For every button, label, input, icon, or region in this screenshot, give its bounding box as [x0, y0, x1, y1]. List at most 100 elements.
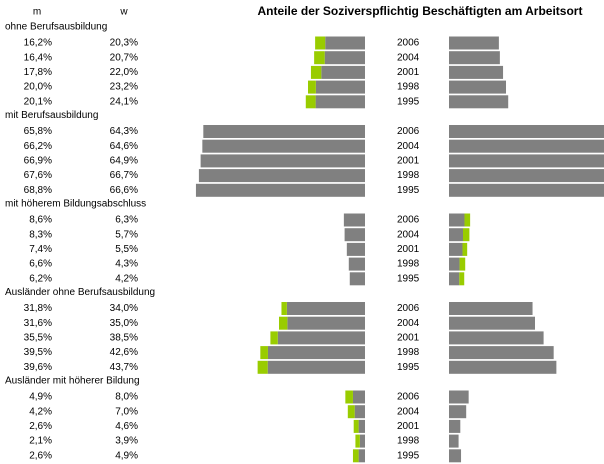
value-label: 20,7% [110, 52, 138, 63]
year-label: 2004 [397, 141, 420, 152]
bar [200, 154, 365, 168]
value-label: 4,6% [115, 421, 138, 432]
value-label: 6,6% [29, 259, 52, 270]
bar [449, 95, 509, 109]
value-label: 6,2% [29, 273, 52, 284]
bar [315, 95, 365, 109]
value-label: 4,9% [115, 450, 138, 461]
bar [358, 449, 365, 463]
value-label: 42,6% [110, 347, 138, 358]
chart-title: Anteile der Soziverspflichtig Beschäftig… [258, 4, 583, 18]
year-label: 1995 [397, 96, 420, 107]
difference-bar [459, 272, 465, 286]
bar [195, 183, 365, 197]
value-label: 4,3% [115, 259, 138, 270]
group-label: Ausländer mit höherer Bildung [5, 376, 140, 387]
year-label: 1998 [397, 170, 420, 181]
bar [287, 316, 365, 330]
year-label: 2006 [397, 38, 420, 49]
year-label: 2001 [397, 333, 420, 344]
bar [449, 331, 544, 345]
year-label: 2001 [397, 67, 420, 78]
year-label: 2006 [397, 126, 420, 137]
bar [449, 65, 504, 79]
value-label: 8,0% [115, 392, 138, 403]
bar [449, 405, 467, 419]
value-label: 5,5% [115, 244, 138, 255]
year-label: 1998 [397, 259, 420, 270]
value-label: 2,6% [29, 421, 52, 432]
bar [449, 257, 460, 271]
year-label: 1998 [397, 347, 420, 358]
bar [449, 125, 604, 138]
year-label: 2004 [397, 52, 420, 63]
difference-bar [260, 346, 268, 360]
value-label: 64,9% [110, 156, 138, 167]
value-label: 31,8% [24, 303, 52, 314]
year-label: 2004 [397, 406, 420, 417]
bar [449, 434, 459, 448]
value-label: 17,8% [24, 67, 52, 78]
value-label: 24,1% [110, 96, 138, 107]
difference-bar [345, 390, 353, 404]
difference-bar [307, 80, 316, 94]
value-label: 39,5% [24, 347, 52, 358]
difference-bar [315, 36, 326, 50]
difference-bar [270, 331, 278, 345]
value-label: 6,3% [115, 215, 138, 226]
value-label: 66,2% [24, 141, 52, 152]
bar [449, 169, 604, 183]
year-label: 2004 [397, 318, 420, 329]
bar [449, 360, 557, 374]
year-label: 1998 [397, 82, 420, 93]
value-label: 34,0% [110, 303, 138, 314]
year-label: 1995 [397, 450, 420, 461]
year-label: 2006 [397, 392, 420, 403]
bar [267, 346, 365, 360]
value-label: 43,7% [110, 362, 138, 373]
bar [325, 36, 365, 50]
value-label: 66,7% [110, 170, 138, 181]
bar [449, 36, 499, 50]
difference-bar [355, 434, 360, 448]
bar [354, 405, 365, 419]
value-label: 31,6% [24, 318, 52, 329]
bar [449, 51, 500, 65]
value-label: 67,6% [24, 170, 52, 181]
bar [449, 419, 461, 433]
bar [343, 213, 365, 227]
value-label: 39,6% [24, 362, 52, 373]
value-label: 64,3% [110, 126, 138, 137]
difference-bar [314, 51, 325, 65]
bar [203, 125, 365, 138]
value-label: 8,3% [29, 229, 52, 240]
value-label: 38,5% [110, 333, 138, 344]
difference-bar [463, 228, 470, 242]
value-label: 3,9% [115, 436, 138, 447]
bar [449, 154, 604, 168]
difference-bar [352, 449, 359, 463]
bar [449, 272, 460, 286]
bar [449, 183, 604, 197]
year-label: 2001 [397, 156, 420, 167]
year-label: 2004 [397, 229, 420, 240]
value-label: 35,0% [110, 318, 138, 329]
difference-bar [281, 302, 287, 315]
value-label: 2,1% [29, 436, 52, 447]
bar [449, 316, 535, 330]
value-label: 4,2% [29, 406, 52, 417]
value-label: 16,2% [24, 38, 52, 49]
group-label: ohne Berufsausbildung [5, 22, 107, 33]
value-label: 22,0% [110, 67, 138, 78]
bar [359, 434, 365, 448]
bar [202, 139, 365, 153]
bar [449, 346, 554, 360]
difference-bar [353, 419, 359, 433]
difference-bar [464, 213, 471, 227]
group-label: Ausländer ohne Berufsausbildung [5, 287, 155, 298]
difference-bar [459, 257, 466, 271]
value-label: 35,5% [24, 333, 52, 344]
year-label: 2006 [397, 215, 420, 226]
bar [321, 65, 365, 79]
